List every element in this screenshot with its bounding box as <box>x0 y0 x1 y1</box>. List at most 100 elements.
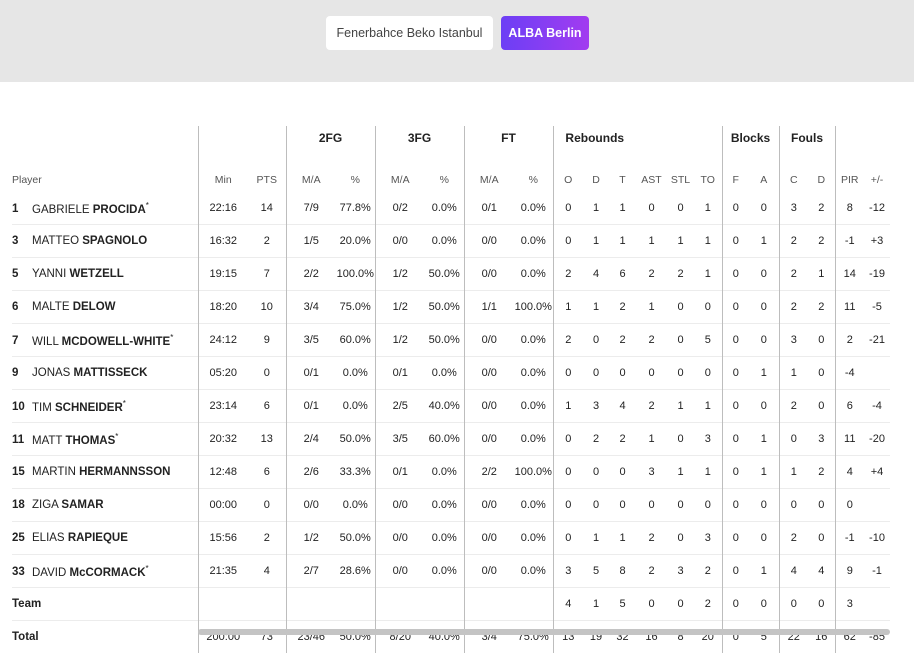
col-pts[interactable]: PTS <box>248 150 286 192</box>
col-reb-d[interactable]: D <box>583 150 609 192</box>
stat-pir: 11 <box>835 423 864 456</box>
col-3fg-ma[interactable]: M/A <box>375 150 425 192</box>
stat-ft: 0/1 <box>464 192 514 225</box>
stat-fg2p: 0.0% <box>336 357 375 390</box>
stat-fg2p: 77.8% <box>336 192 375 225</box>
stat-stl: 0 <box>667 522 694 555</box>
stat-min <box>198 588 248 621</box>
col-3fg-pct[interactable]: % <box>425 150 464 192</box>
stat-ft: 2/2 <box>464 456 514 489</box>
col-foul-c[interactable]: C <box>779 150 808 192</box>
stat-stl: 2 <box>667 258 694 291</box>
team-tab-alba-berlin[interactable]: ALBA Berlin <box>501 16 589 50</box>
col-reb-t[interactable]: T <box>609 150 636 192</box>
stat-fd: 2 <box>808 192 835 225</box>
col-ft-ma[interactable]: M/A <box>464 150 514 192</box>
stat-to: 3 <box>694 423 722 456</box>
col-foul-d[interactable]: D <box>808 150 835 192</box>
stat-to: 1 <box>694 258 722 291</box>
col-player[interactable]: Player <box>12 150 198 192</box>
stat-t: 2 <box>609 423 636 456</box>
stat-pm: -85 <box>864 621 890 653</box>
stat-pir: -1 <box>835 522 864 555</box>
stat-ftp: 75.0% <box>514 621 553 653</box>
col-ft-pct[interactable]: % <box>514 150 553 192</box>
col-min[interactable]: Min <box>198 150 248 192</box>
stat-bf: 0 <box>722 192 749 225</box>
col-pir[interactable]: PIR <box>835 150 864 192</box>
stat-pts: 9 <box>248 324 286 357</box>
stat-ftp: 100.0% <box>514 456 553 489</box>
col-2fg-ma[interactable]: M/A <box>286 150 336 192</box>
stat-ft: 3/4 <box>464 621 514 653</box>
stat-ftp: 0.0% <box>514 258 553 291</box>
stat-fg2p: 50.0% <box>336 423 375 456</box>
col-ast[interactable]: AST <box>636 150 667 192</box>
stat-ast: 0 <box>636 489 667 522</box>
stat-bf: 0 <box>722 390 749 423</box>
stat-fc: 1 <box>779 456 808 489</box>
starter-marker: * <box>123 399 126 408</box>
stat-d: 0 <box>583 324 609 357</box>
stat-fg2: 2/6 <box>286 456 336 489</box>
col-blk-f[interactable]: F <box>722 150 749 192</box>
stat-bf: 0 <box>722 423 749 456</box>
col-reb-o[interactable]: O <box>553 150 583 192</box>
col-to[interactable]: TO <box>694 150 722 192</box>
stat-fg3p: 60.0% <box>425 423 464 456</box>
team-tab-fenerbahce[interactable]: Fenerbahce Beko Istanbul <box>326 16 493 50</box>
player-first-name: ELIAS <box>32 532 65 544</box>
stat-stl: 0 <box>667 588 694 621</box>
player-first-name: WILL <box>32 335 58 347</box>
stat-d: 2 <box>583 423 609 456</box>
stat-pir: 14 <box>835 258 864 291</box>
player-number: 9 <box>12 367 32 379</box>
stat-pts: 73 <box>248 621 286 653</box>
stat-d: 3 <box>583 390 609 423</box>
player-number: 10 <box>12 401 32 413</box>
col-blk-a[interactable]: A <box>749 150 779 192</box>
horizontal-scrollbar[interactable] <box>198 629 890 635</box>
col-stl[interactable]: STL <box>667 150 694 192</box>
stat-min: 22:16 <box>198 192 248 225</box>
stat-fc: 0 <box>779 588 808 621</box>
stat-fg3p: 0.0% <box>425 192 464 225</box>
stat-pm: +4 <box>864 456 890 489</box>
stat-pts: 2 <box>248 522 286 555</box>
player-number: 1 <box>12 203 32 215</box>
player-first-name: YANNI <box>32 268 66 280</box>
stat-fg3p: 50.0% <box>425 258 464 291</box>
stat-ba: 1 <box>749 423 779 456</box>
player-last-name: RAPIEQUE <box>68 532 128 544</box>
col-plus-minus[interactable]: +/- <box>864 150 890 192</box>
stat-fc: 2 <box>779 258 808 291</box>
stat-stl: 1 <box>667 456 694 489</box>
stat-t: 32 <box>609 621 636 653</box>
col-2fg-pct[interactable]: % <box>336 150 375 192</box>
stat-ast: 2 <box>636 390 667 423</box>
